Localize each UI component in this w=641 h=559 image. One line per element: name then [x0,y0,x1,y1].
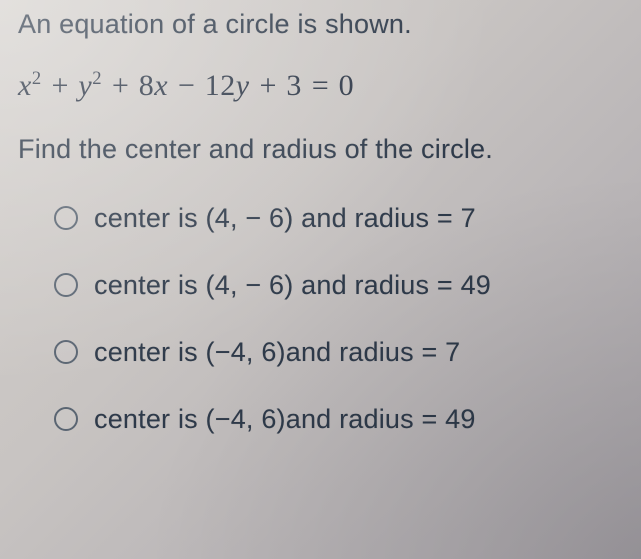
radio-icon [54,206,78,230]
option-c[interactable]: center is (−4, 6)and radius = 7 [54,337,623,368]
options-group: center is (4, − 6) and radius = 7 center… [18,203,623,435]
option-label: center is (−4, 6)and radius = 49 [94,404,476,435]
radio-icon [54,340,78,364]
option-d[interactable]: center is (−4, 6)and radius = 49 [54,404,623,435]
option-b[interactable]: center is (4, − 6) and radius = 49 [54,270,623,301]
radio-icon [54,273,78,297]
prompt-line-2: Find the center and radius of the circle… [18,133,623,167]
option-label: center is (−4, 6)and radius = 7 [94,337,460,368]
prompt-line-1: An equation of a circle is shown. [18,8,623,42]
radio-icon [54,407,78,431]
option-a[interactable]: center is (4, − 6) and radius = 7 [54,203,623,234]
worksheet-surface: An equation of a circle is shown. x2 + y… [0,0,641,559]
option-label: center is (4, − 6) and radius = 49 [94,270,491,301]
option-label: center is (4, − 6) and radius = 7 [94,203,476,234]
equation: x2 + y2 + 8x − 12y + 3 = 0 [18,68,623,103]
